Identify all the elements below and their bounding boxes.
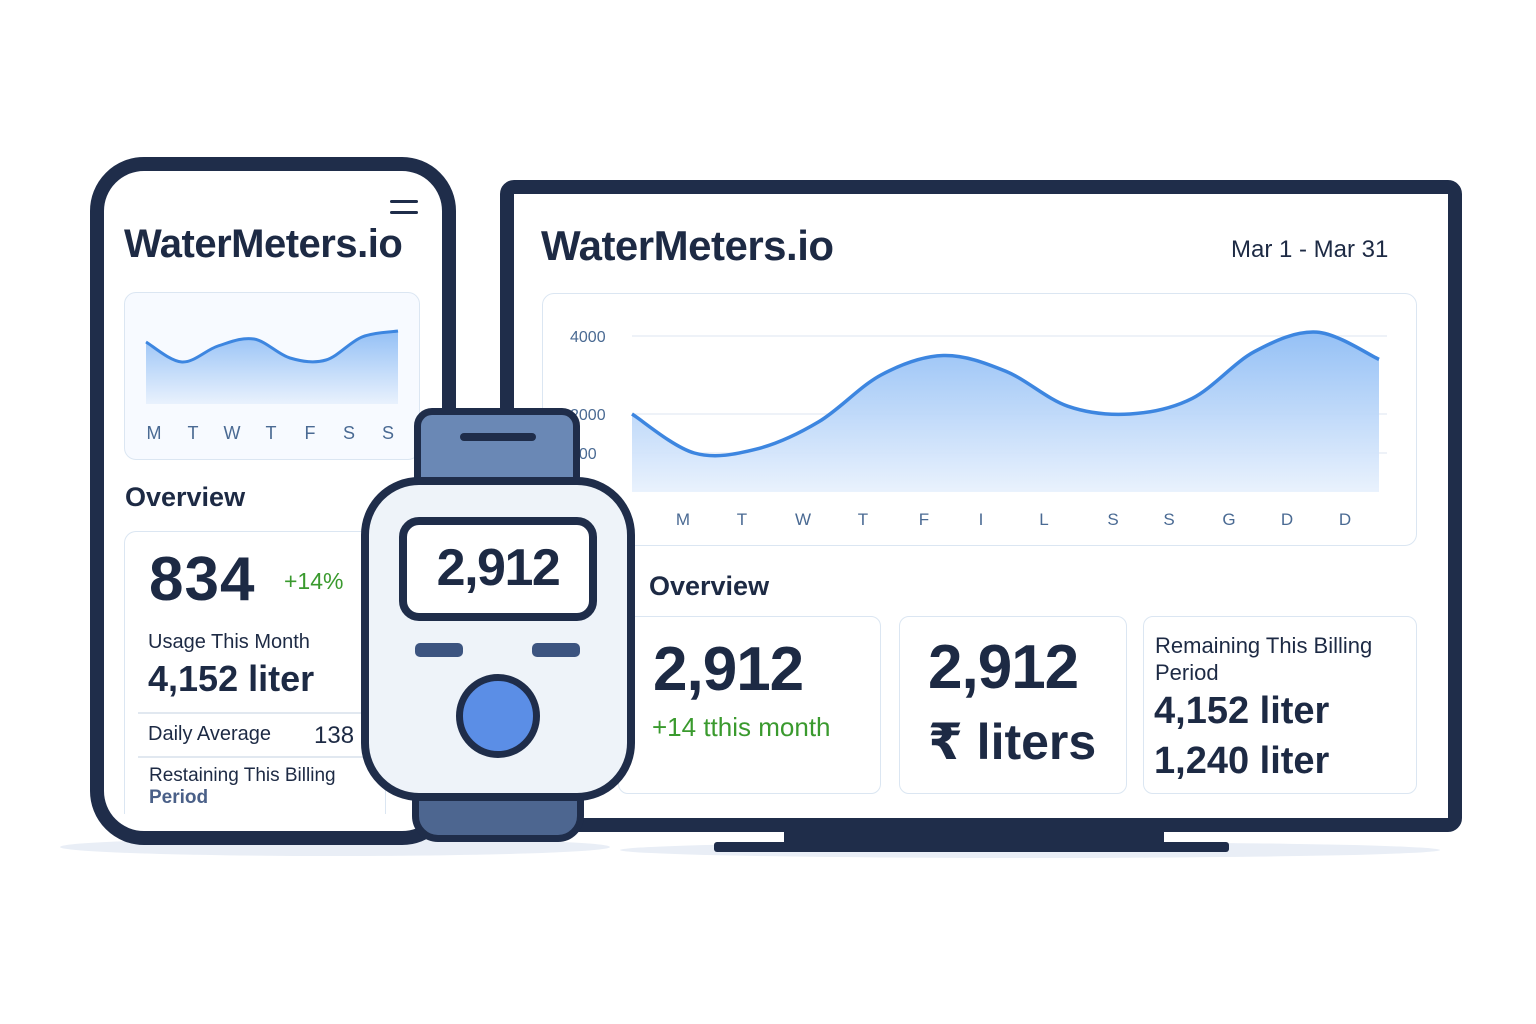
monitor-chart-x-tick-label: W — [795, 510, 811, 529]
monitor-card-remaining-label-1: Remaining This Billing — [1155, 633, 1373, 658]
monitor-chart-x-tick-label: T — [858, 510, 868, 529]
phone-chart-x-tick-label: T — [266, 423, 277, 443]
phone-chart-series-line — [145, 329, 399, 364]
monitor-card-remaining-value-2: 1,240 liter — [1154, 740, 1330, 782]
monitor-card-liters — [899, 616, 1127, 794]
phone-chart-area-fill — [146, 331, 398, 404]
monitor-chart-x-tick-label: S — [1163, 510, 1174, 529]
phone-daily-average-label: Daily Average — [148, 723, 272, 745]
watch-reading-value: 2,912 — [436, 539, 561, 597]
phone-divider — [138, 712, 370, 714]
monitor-card-liters-value: 2,912 — [928, 633, 1079, 702]
monitor-chart-series-line — [631, 330, 1380, 458]
phone-remaining-label-1: Restaining This Billing — [149, 765, 336, 786]
watch-screen — [399, 517, 597, 621]
phone-overview-heading: Overview — [125, 482, 246, 512]
phone-change-badge: +14% — [284, 568, 344, 594]
phone-daily-average-value: 138 — [314, 722, 355, 749]
monitor-chart-x-tick-label: T — [737, 510, 747, 529]
phone-main-value: 834 — [149, 545, 256, 614]
watch-right-button[interactable] — [532, 643, 580, 657]
monitor-card-remaining — [1143, 616, 1417, 794]
monitor-card-total-value: 2,912 — [653, 635, 804, 704]
monitor-chart-x-tick-label: M — [676, 510, 690, 529]
menu-icon[interactable] — [390, 200, 418, 216]
date-range-selector[interactable]: Mar 1 - Mar 31 — [1231, 236, 1389, 263]
monitor-chart-area-fill — [632, 331, 1379, 492]
monitor-chart-x-tick-label: F — [919, 510, 929, 529]
watch-main-button[interactable] — [456, 674, 540, 758]
phone-usage-value: 4,152 liter — [148, 658, 315, 699]
monitor-chart-y-tick-label: 4000 — [570, 329, 606, 346]
monitor-app-title: WaterMeters.io — [541, 222, 834, 269]
monitor-chart-x-tick-label: I — [979, 510, 984, 529]
phone-divider — [138, 756, 370, 758]
monitor-card-total-change: +14 tthis month — [652, 712, 831, 742]
monitor-stand-neck — [784, 826, 1164, 844]
watch-band-slot — [460, 433, 536, 441]
monitor-card-remaining-label-2: Period — [1155, 660, 1219, 685]
monitor-stand-base — [714, 842, 1229, 852]
phone-chart-x-tick-label: T — [188, 423, 199, 443]
phone-chart-x-tick-label: F — [305, 423, 316, 443]
phone-overview-card — [124, 531, 386, 814]
monitor-card-liters-unit: ₹ liters — [928, 714, 1097, 770]
phone-chart-x-tick-label: S — [343, 423, 355, 443]
monitor-chart-x-tick-label: D — [1281, 510, 1293, 529]
monitor-card-remaining-value-1: 4,152 liter — [1154, 690, 1330, 732]
phone-usage-label: Usage This Month — [148, 631, 310, 653]
phone-app-title: WaterMeters.io — [124, 222, 403, 266]
watch-left-button[interactable] — [415, 643, 463, 657]
phone-remaining-label-2: Period — [149, 787, 209, 808]
monitor-overview-heading: Overview — [649, 571, 770, 601]
monitor-chart-x-tick-label: D — [1339, 510, 1351, 529]
monitor-chart-x-tick-label: G — [1222, 510, 1235, 529]
monitor-chart-x-tick-label: L — [1039, 510, 1048, 529]
phone-chart-x-tick-label: W — [224, 423, 241, 443]
phone-chart-x-tick-label: M — [147, 423, 162, 443]
monitor-chart-x-tick-label: S — [1107, 510, 1118, 529]
phone-chart-x-tick-label: S — [382, 423, 394, 443]
